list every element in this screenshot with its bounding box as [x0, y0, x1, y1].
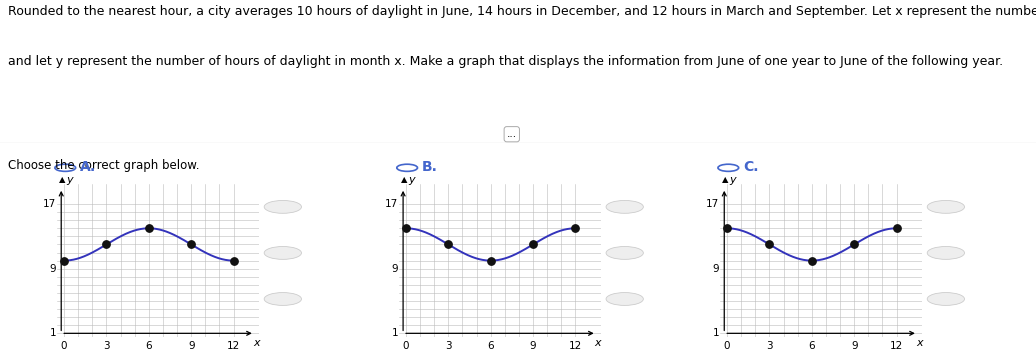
Text: 1: 1	[392, 328, 398, 338]
Point	[525, 242, 542, 247]
Text: 9: 9	[188, 341, 195, 351]
Text: A.: A.	[80, 160, 96, 174]
Text: 6: 6	[808, 341, 815, 351]
Text: y: y	[66, 175, 73, 185]
Point	[440, 242, 457, 247]
Text: 17: 17	[44, 199, 56, 209]
Text: 3: 3	[104, 341, 110, 351]
Text: 0: 0	[403, 341, 409, 351]
Text: ▲: ▲	[722, 175, 728, 184]
Text: and let y represent the number of hours of daylight in month x. Make a graph tha: and let y represent the number of hours …	[8, 55, 1004, 68]
Text: x: x	[253, 338, 259, 348]
Point	[846, 242, 863, 247]
Text: x: x	[916, 338, 922, 348]
Text: 1: 1	[50, 328, 56, 338]
Text: x: x	[595, 338, 601, 348]
Text: 0: 0	[724, 341, 730, 351]
Text: y: y	[408, 175, 414, 185]
Text: 3: 3	[767, 341, 773, 351]
Point	[183, 242, 200, 247]
Point	[225, 258, 241, 263]
Text: 17: 17	[385, 199, 398, 209]
Text: 12: 12	[227, 341, 240, 351]
Text: C.: C.	[743, 160, 758, 174]
Text: 9: 9	[851, 341, 858, 351]
Text: 3: 3	[445, 341, 452, 351]
Text: 9: 9	[50, 264, 56, 274]
Point	[719, 225, 736, 231]
Text: 6: 6	[487, 341, 494, 351]
Text: 17: 17	[707, 199, 719, 209]
Point	[804, 258, 821, 263]
Text: 12: 12	[569, 341, 582, 351]
Text: B.: B.	[422, 160, 437, 174]
Text: Rounded to the nearest hour, a city averages 10 hours of daylight in June, 14 ho: Rounded to the nearest hour, a city aver…	[8, 5, 1036, 18]
Text: 9: 9	[392, 264, 398, 274]
Text: ▲: ▲	[401, 175, 407, 184]
Text: 6: 6	[145, 341, 152, 351]
Text: 9: 9	[713, 264, 719, 274]
Text: Choose the correct graph below.: Choose the correct graph below.	[8, 159, 200, 172]
Text: 1: 1	[713, 328, 719, 338]
Text: 12: 12	[890, 341, 903, 351]
Text: y: y	[729, 175, 736, 185]
Point	[888, 225, 904, 231]
Text: ...: ...	[507, 129, 517, 139]
Point	[56, 258, 73, 263]
Text: ▲: ▲	[59, 175, 65, 184]
Point	[761, 242, 778, 247]
Point	[398, 225, 414, 231]
Text: 9: 9	[529, 341, 537, 351]
Text: 0: 0	[61, 341, 67, 351]
Point	[98, 242, 115, 247]
Point	[141, 225, 157, 231]
Point	[567, 225, 583, 231]
Point	[483, 258, 499, 263]
